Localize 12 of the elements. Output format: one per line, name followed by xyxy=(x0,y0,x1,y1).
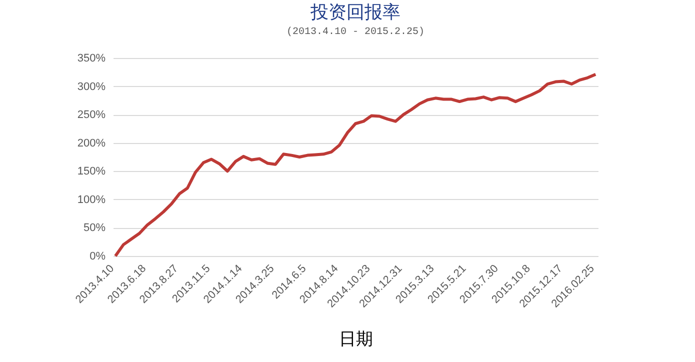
chart-title: 投资回报率 xyxy=(310,2,400,23)
y-tick-label: 100% xyxy=(77,194,106,206)
x-axis-title: 日期 xyxy=(339,329,373,350)
y-tick-label: 0% xyxy=(90,250,106,262)
y-tick-label: 250% xyxy=(77,109,106,122)
line-series xyxy=(114,72,598,258)
y-tick-label: 350% xyxy=(77,52,106,64)
y-tick-label: 50% xyxy=(83,222,106,234)
y-tick-label: 150% xyxy=(77,166,106,178)
y-tick-label: 200% xyxy=(77,137,106,150)
chart-subtitle: (2013.4.10 - 2015.2.25) xyxy=(286,26,425,38)
y-tick-label: 300% xyxy=(77,80,106,93)
